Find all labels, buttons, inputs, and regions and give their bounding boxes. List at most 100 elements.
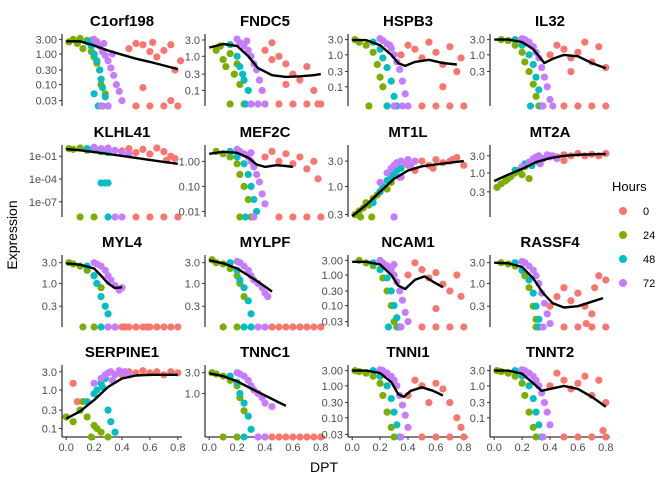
data-point-72h bbox=[100, 39, 108, 48]
data-point-0h bbox=[602, 102, 610, 110]
data-point-48h bbox=[96, 66, 104, 74]
data-point-72h bbox=[546, 319, 554, 328]
data-point-48h bbox=[390, 408, 398, 416]
data-point-24h bbox=[383, 408, 391, 416]
data-point-24h bbox=[233, 160, 241, 168]
data-point-0h bbox=[160, 323, 168, 331]
y-tick-label: 1.0 bbox=[470, 381, 485, 393]
data-point-48h bbox=[93, 57, 101, 65]
y-tick-label: 1.00 bbox=[179, 156, 200, 168]
y-tick-label: 0.03 bbox=[36, 96, 57, 108]
panel-serpine1: SERPINE1 3.0 1.0 0.3 0.10.0 0.2 0.4 0.6 0.8 bbox=[42, 344, 186, 454]
data-point-48h bbox=[90, 272, 98, 280]
data-point-0h bbox=[303, 165, 311, 173]
panel-mef2c: MEF2C 1.00 0.10 0.01 bbox=[179, 124, 325, 221]
data-point-24h bbox=[369, 372, 377, 380]
data-point-72h bbox=[247, 149, 255, 157]
data-point-24h bbox=[222, 62, 230, 71]
data-point-72h bbox=[532, 376, 540, 384]
points-group bbox=[352, 256, 468, 331]
data-point-72h bbox=[111, 323, 119, 331]
data-point-0h bbox=[153, 323, 161, 331]
data-point-0h bbox=[160, 46, 168, 55]
data-point-0h bbox=[574, 48, 582, 56]
data-point-72h bbox=[543, 310, 551, 318]
y-tick-label: 0.10 bbox=[179, 181, 200, 193]
y-tick-label: 0.30 bbox=[322, 286, 343, 298]
data-point-72h bbox=[401, 411, 409, 419]
y-tick-label: 0.10 bbox=[322, 413, 343, 425]
data-point-48h bbox=[253, 207, 261, 216]
data-point-48h bbox=[384, 323, 393, 331]
points-group bbox=[494, 35, 610, 110]
x-axis-title: DPT bbox=[310, 459, 338, 475]
data-point-0h bbox=[317, 323, 325, 331]
data-point-72h bbox=[261, 433, 269, 441]
data-point-48h bbox=[247, 310, 255, 318]
data-point-0h bbox=[167, 323, 175, 331]
data-point-0h bbox=[453, 414, 461, 422]
data-point-0h bbox=[317, 213, 325, 221]
data-point-72h bbox=[404, 102, 412, 110]
data-point-48h bbox=[525, 382, 533, 390]
data-point-0h bbox=[404, 41, 412, 49]
data-point-0h bbox=[560, 102, 568, 110]
data-point-0h bbox=[282, 323, 290, 331]
data-point-0h bbox=[588, 323, 596, 331]
y-tick-label: 3.0 bbox=[470, 366, 485, 378]
data-point-24h bbox=[219, 56, 227, 64]
data-point-24h bbox=[390, 433, 398, 441]
data-point-24h bbox=[69, 418, 77, 426]
data-point-72h bbox=[104, 323, 112, 331]
data-point-48h bbox=[101, 179, 109, 187]
points-group bbox=[493, 366, 610, 441]
panel-title: MYL4 bbox=[102, 234, 143, 251]
data-point-72h bbox=[107, 64, 115, 72]
data-point-48h bbox=[393, 421, 401, 429]
data-point-24h bbox=[379, 391, 387, 400]
data-point-0h bbox=[146, 213, 154, 221]
data-point-72h bbox=[111, 146, 119, 154]
data-point-48h bbox=[236, 276, 244, 284]
data-point-48h bbox=[387, 77, 395, 85]
data-point-48h bbox=[525, 276, 533, 284]
data-point-24h bbox=[233, 323, 241, 331]
data-point-0h bbox=[418, 157, 426, 165]
legend: Hours 0 24 48 72 bbox=[612, 179, 655, 290]
fit-line bbox=[493, 152, 606, 183]
data-point-0h bbox=[418, 102, 426, 110]
x-tick-label: 0.4 bbox=[114, 442, 129, 454]
y-tick-label: 1e-01 bbox=[29, 151, 57, 163]
data-point-48h bbox=[532, 73, 540, 81]
data-point-0h bbox=[560, 376, 568, 384]
y-tick-label: 3.0 bbox=[470, 258, 485, 270]
data-point-0h bbox=[602, 323, 610, 331]
fit-line bbox=[352, 38, 457, 68]
x-tick-label: 0.6 bbox=[142, 442, 157, 454]
data-point-48h bbox=[383, 274, 391, 282]
data-point-48h bbox=[241, 100, 250, 108]
data-point-0h bbox=[143, 323, 151, 331]
points-group bbox=[351, 153, 468, 221]
y-tick-label: 3.0 bbox=[328, 35, 343, 47]
y-tick-label: 1.0 bbox=[470, 278, 485, 290]
y-tick-label: 3.00 bbox=[36, 34, 57, 46]
data-point-0h bbox=[146, 47, 154, 56]
data-point-0h bbox=[425, 38, 433, 46]
y-tick-label: 0.3 bbox=[42, 405, 57, 417]
data-point-0h bbox=[139, 145, 147, 153]
data-point-0h bbox=[546, 302, 554, 310]
data-point-48h bbox=[240, 433, 248, 441]
x-tick-label: 0.4 bbox=[400, 442, 415, 454]
data-point-72h bbox=[383, 169, 391, 177]
panel-title: RASSF4 bbox=[520, 234, 580, 251]
x-tick-label: 0.0 bbox=[202, 442, 217, 454]
data-point-0h bbox=[310, 323, 318, 331]
data-point-48h bbox=[101, 93, 109, 101]
data-point-0h bbox=[139, 367, 147, 375]
y-tick-label: 3.0 bbox=[42, 367, 57, 379]
data-point-0h bbox=[432, 304, 440, 313]
data-point-72h bbox=[390, 102, 398, 110]
y-tick-label: 1.00 bbox=[322, 381, 343, 393]
data-point-48h bbox=[532, 302, 540, 310]
